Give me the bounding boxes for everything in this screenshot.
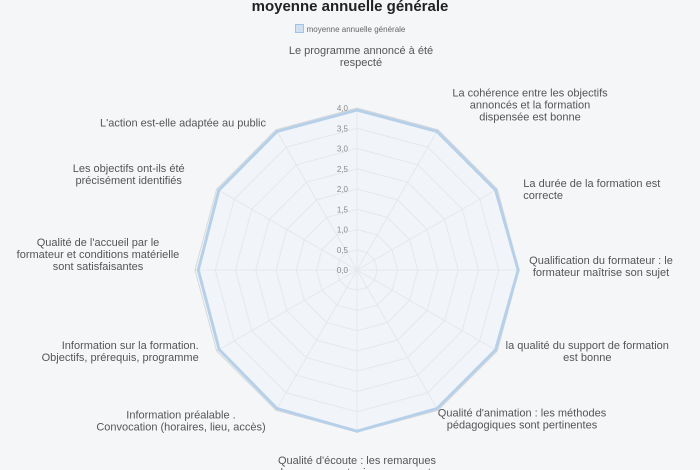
tick-label: 0,0 <box>337 266 349 275</box>
category-label: Information préalable . Convocation (hora… <box>96 409 265 433</box>
tick-label: 1,0 <box>337 226 349 235</box>
data-point <box>355 108 359 112</box>
chart-title: moyenne annuelle générale <box>251 0 449 15</box>
series-line <box>196 108 520 433</box>
data-point <box>217 188 221 192</box>
category-label: Qualification du formateur : le formateur… <box>529 255 673 279</box>
data-point <box>355 429 359 433</box>
category-label: Information sur la formation. Objectifs, … <box>42 340 199 364</box>
category-label: Les objectifs ont-ils été précisément ide… <box>73 163 185 187</box>
tick-label: 4,0 <box>337 104 349 113</box>
category-label: la qualité du support de formation est bo… <box>506 340 669 364</box>
data-point <box>275 407 279 411</box>
data-point <box>217 348 221 352</box>
data-point <box>435 407 439 411</box>
category-label: Le programme annoncé à été respecté <box>289 45 433 69</box>
category-label: L'action est-elle adaptée au public <box>100 118 266 130</box>
tick-label: 2,0 <box>337 185 349 194</box>
data-point <box>275 129 279 133</box>
tick-label: 0,5 <box>337 246 349 255</box>
category-label: Qualité d'écoute : les remarquesdu group… <box>277 455 437 470</box>
legend: moyenne annuelle générale <box>0 24 700 34</box>
data-point <box>494 188 498 192</box>
tick-label: 2,5 <box>337 165 349 174</box>
data-point <box>435 129 439 133</box>
category-label: La cohérence entre les objectifs annoncés… <box>452 88 608 124</box>
legend-label: moyenne annuelle générale <box>306 25 406 34</box>
category-label: Qualité de l'accueil par le formateur et … <box>17 237 180 273</box>
data-point <box>494 348 498 352</box>
legend-swatch <box>294 24 304 33</box>
data-point <box>196 268 200 272</box>
tick-label: 1,5 <box>337 205 349 214</box>
category-label: La durée de la formation est correcte <box>523 178 660 202</box>
category-label: Qualité d'animation : les méthodes pédago… <box>438 407 607 431</box>
tick-label: 3,0 <box>337 145 349 154</box>
data-point <box>516 268 520 272</box>
tick-label: 3,5 <box>337 124 349 133</box>
